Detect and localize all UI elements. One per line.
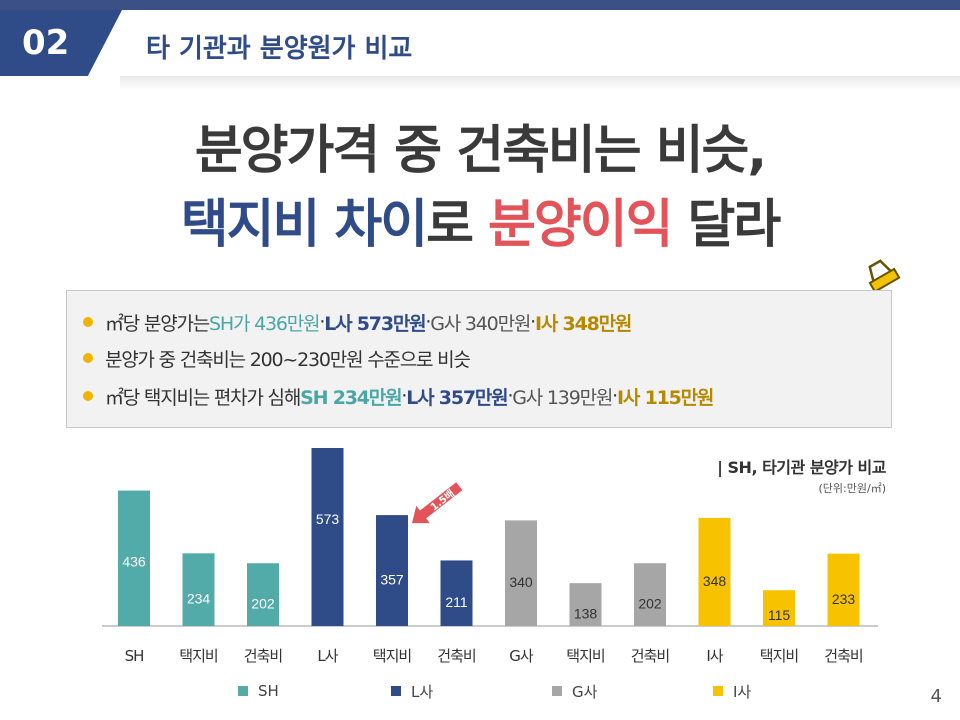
category-label-8: 건축비 — [631, 647, 669, 665]
legend-label: SH — [258, 682, 279, 700]
bullet1-sep: · — [530, 311, 536, 333]
headline-text: 로 — [426, 195, 489, 255]
summary-bullet-3: ㎡당 택지비는 편차가 심해 SH 234만원 · L사 357만원 · G사 139만… — [83, 379, 714, 413]
bullet3-sep: · — [612, 385, 618, 407]
category-label-7: 택지비 — [566, 647, 604, 665]
data-label-9: 348 — [703, 573, 727, 589]
legend-swatch-g — [552, 686, 562, 696]
top-accent-bar — [0, 0, 960, 10]
data-label-8: 202 — [638, 596, 662, 612]
bullet3-sh: SH 234만원 — [300, 386, 402, 409]
legend-item-i: I사 — [713, 682, 752, 701]
legend-item-l: L사 — [391, 682, 434, 701]
headline-highlight-land-cost: 택지비 차이 — [180, 195, 428, 255]
bar-9 — [698, 517, 731, 626]
data-label-10: 115 — [768, 607, 791, 623]
data-label-3: 573 — [316, 511, 340, 527]
bar-2 — [247, 563, 279, 626]
bullet1-i: I사 348만원 — [534, 312, 632, 335]
chart-unit: (단위:만원/㎡) — [818, 482, 886, 495]
bullet-dot-icon — [83, 317, 93, 327]
chart-title: | SH, 타기관 분양가 비교 — [717, 458, 886, 477]
bullet3-l: L사 357만원 — [406, 386, 508, 409]
category-label-4: 택지비 — [373, 647, 411, 665]
headline-highlight-profit: 분양이익 — [488, 195, 673, 255]
bar-7 — [569, 583, 602, 626]
bar-0 — [118, 490, 150, 626]
bullet3-i: I사 115만원 — [617, 386, 714, 409]
bar-3 — [311, 448, 344, 626]
bullet1-sep: · — [319, 311, 325, 333]
headline-text-end: 달라 — [671, 195, 782, 255]
summary-box: ㎡당 분양가는 SH가 436만원 · L사 573만원 · G사 340만원 · I사 3… — [66, 290, 892, 428]
category-label-9: I사 — [706, 647, 723, 665]
legend-item-g: G사 — [552, 682, 598, 701]
bullet-dot-icon — [83, 353, 93, 363]
bullet1-g: G사 340만원 — [430, 312, 531, 335]
legend-swatch-l — [391, 686, 401, 696]
data-label-4: 357 — [380, 572, 404, 588]
data-label-1: 234 — [187, 591, 211, 607]
category-label-5: 건축비 — [437, 647, 475, 665]
headline-line-2: 택지비 차이로 분양이익 달라 — [0, 182, 960, 257]
category-label-2: 건축비 — [244, 647, 282, 665]
binder-clip-icon — [868, 259, 901, 294]
legend-item-sh: SH — [238, 682, 279, 700]
annotation-arrow-icon: 1.5배 — [412, 482, 463, 524]
bullet3-sep: · — [507, 385, 513, 407]
header-shadow — [120, 76, 960, 90]
bar-11 — [827, 553, 860, 626]
bar-1 — [182, 553, 215, 626]
data-label-5: 211 — [445, 594, 468, 610]
bullet1-l: L사 573만원 — [324, 312, 426, 335]
bullet3-sep: · — [401, 385, 407, 407]
bar-6 — [505, 520, 537, 626]
headline-line-1: 분양가격 중 건축비는 비슷, — [194, 121, 767, 181]
bar-8 — [634, 563, 666, 626]
bullet1-sh: SH가 436만원 — [209, 312, 321, 335]
category-label-6: G사 — [509, 647, 534, 665]
bar-10 — [763, 590, 795, 626]
legend-label: I사 — [733, 682, 752, 701]
legend-label: G사 — [572, 682, 598, 701]
summary-bullet-1: ㎡당 분양가는 SH가 436만원 · L사 573만원 · G사 340만원 · I사 3… — [83, 305, 632, 339]
category-label-3: L사 — [317, 647, 338, 665]
bullet2-text: 분양가 중 건축비는 200~230만원 수준으로 비슷 — [105, 348, 471, 371]
bullet-dot-icon — [83, 391, 93, 401]
bullet3-g: G사 139만원 — [512, 386, 613, 409]
category-label-0: SH — [125, 647, 144, 665]
legend-swatch-i — [713, 686, 723, 696]
bullet1-prefix: ㎡당 분양가는 — [105, 312, 210, 335]
page-number: 4 — [930, 686, 942, 707]
bar-4 — [376, 515, 408, 626]
category-label-10: 택지비 — [760, 647, 798, 665]
bar-5 — [440, 560, 473, 626]
category-label-1: 택지비 — [179, 647, 217, 665]
legend-swatch-sh — [238, 686, 248, 696]
data-label-2: 202 — [251, 596, 275, 612]
data-label-7: 138 — [574, 606, 598, 622]
legend-label: L사 — [411, 682, 434, 701]
data-label-6: 340 — [509, 574, 533, 590]
category-label-11: 건축비 — [824, 647, 862, 665]
summary-bullet-2: 분양가 중 건축비는 200~230만원 수준으로 비슷 — [83, 341, 471, 375]
bullet1-sep: · — [425, 311, 431, 333]
data-label-0: 436 — [122, 554, 146, 570]
data-label-11: 233 — [832, 591, 856, 607]
bullet3-prefix: ㎡당 택지비는 편차가 심해 — [105, 386, 301, 409]
section-title: 타 기관과 분양원가 비교 — [146, 34, 413, 64]
